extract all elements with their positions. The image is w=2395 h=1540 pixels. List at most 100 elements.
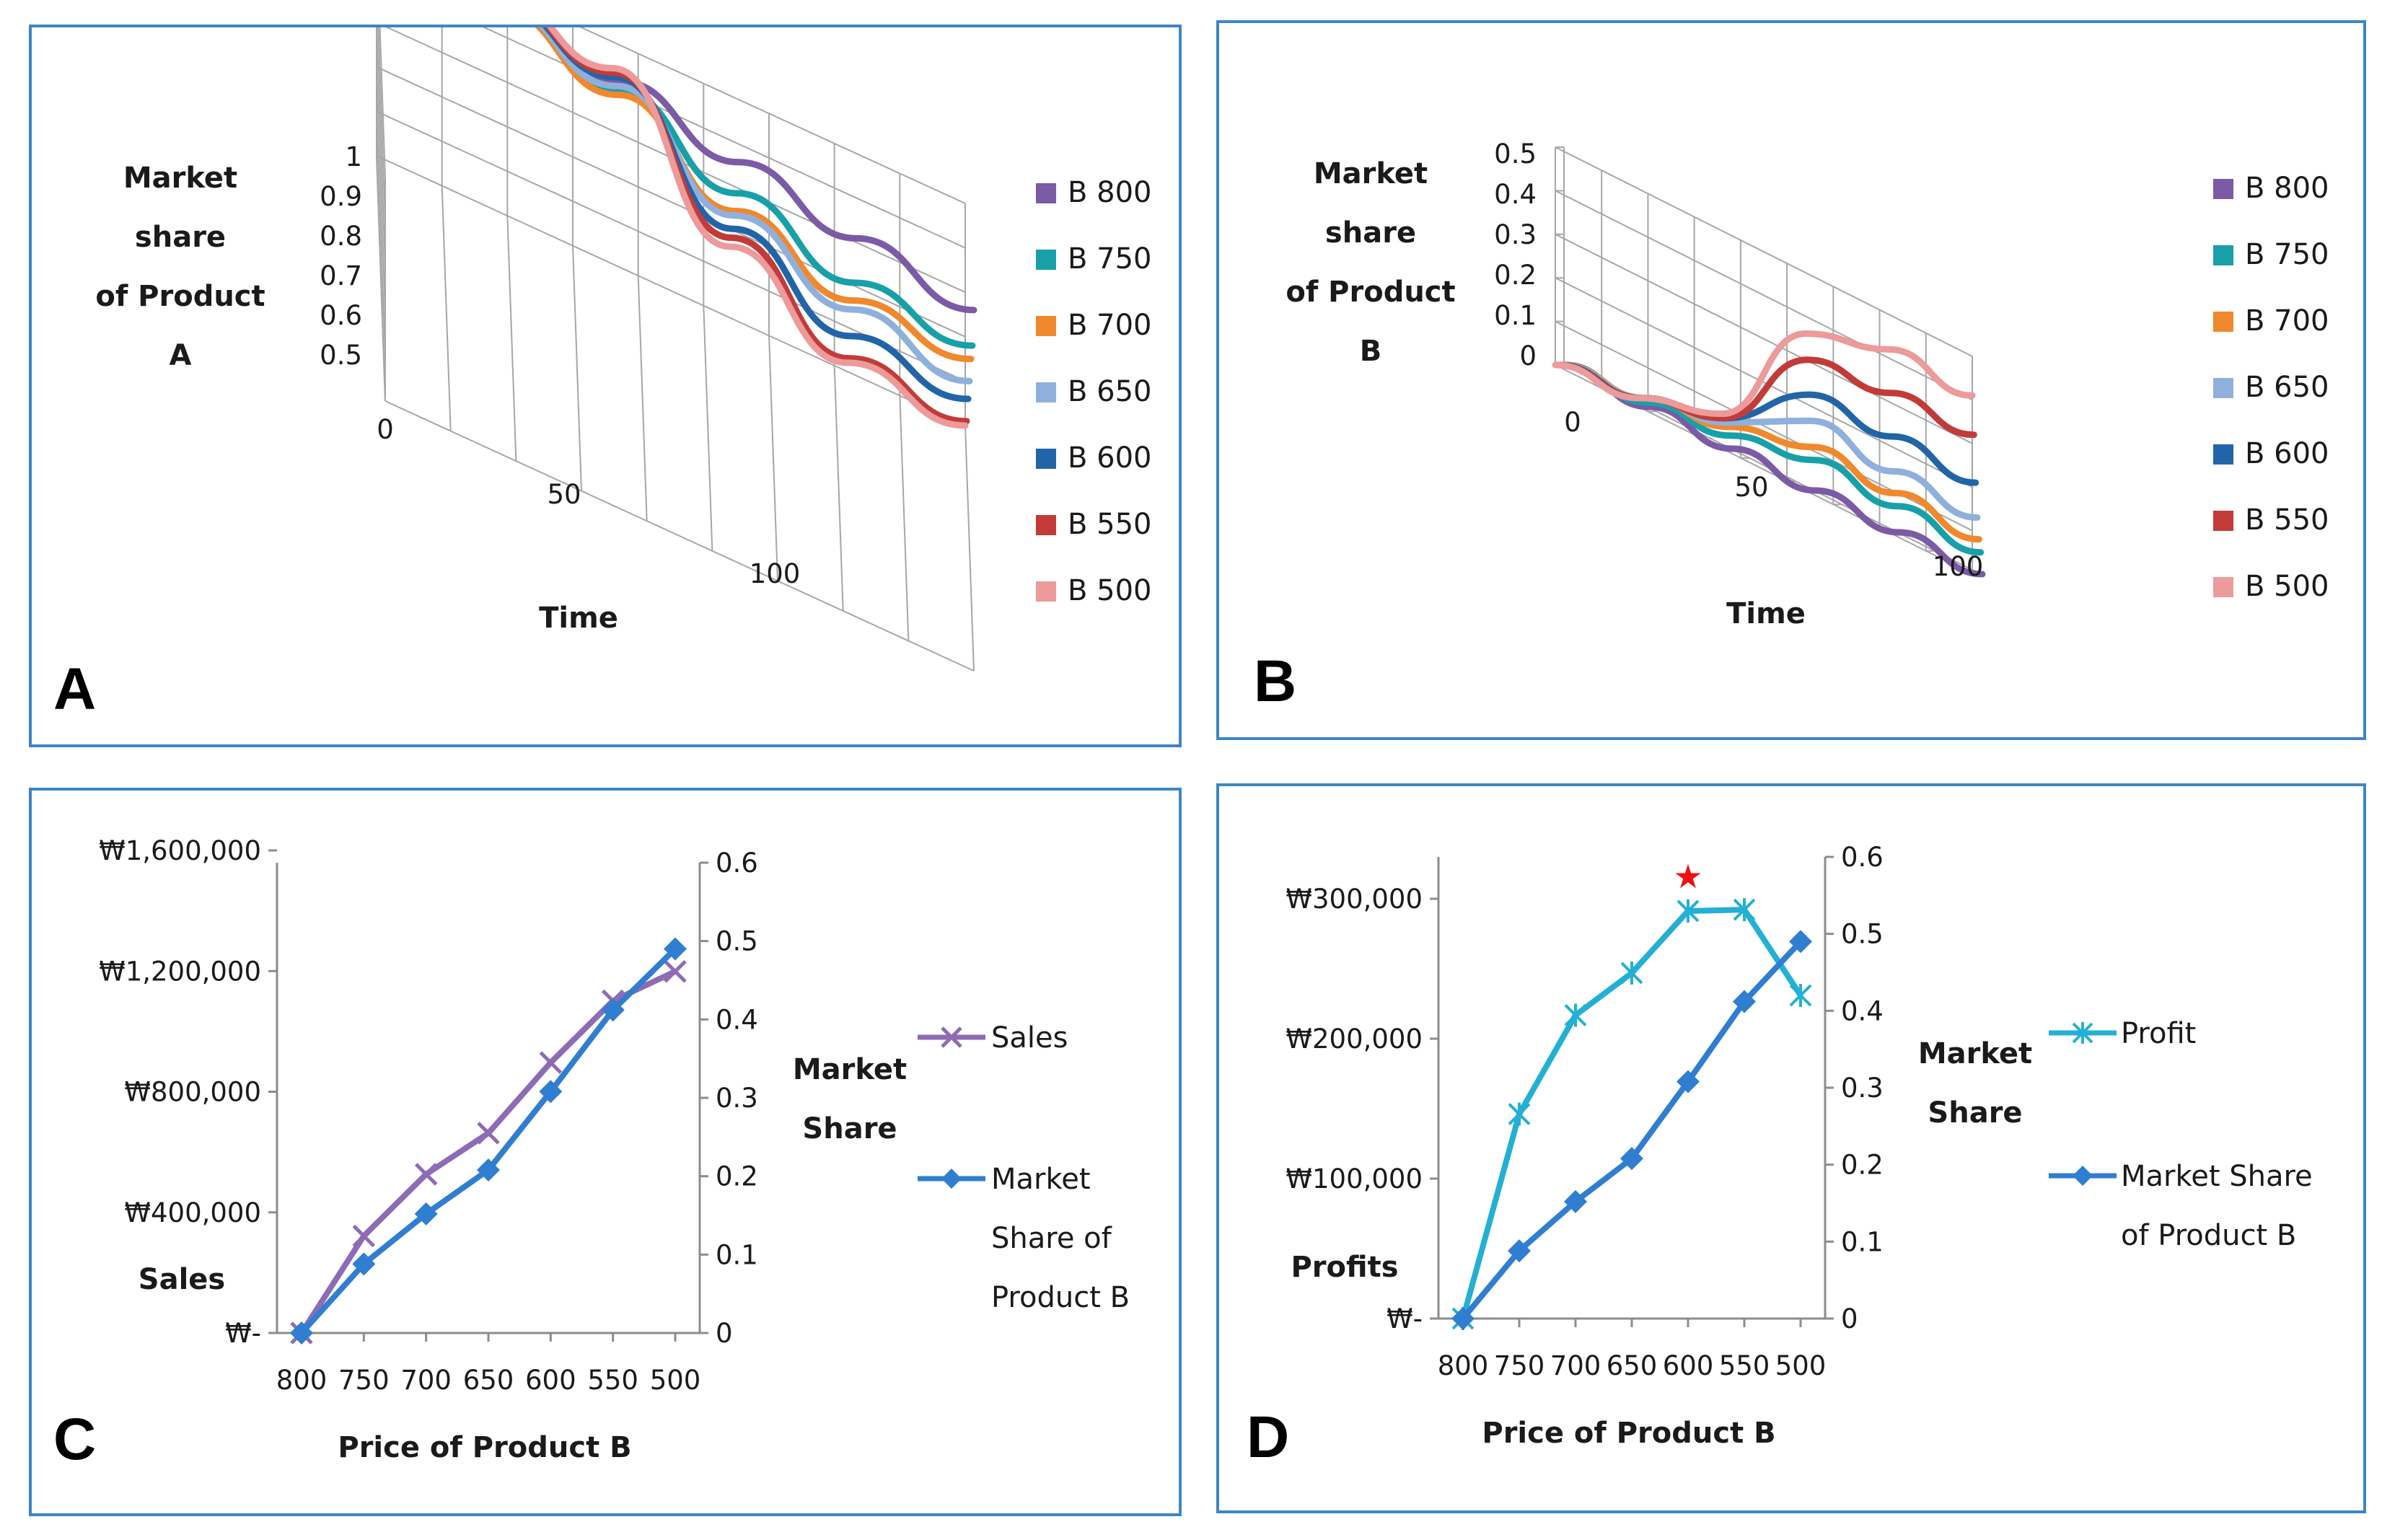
d-x-tick: 750	[1494, 1350, 1545, 1381]
c-legend-share-label: Share of	[991, 1222, 1112, 1255]
c-legend: Sales Market Share of Product B	[918, 1021, 1130, 1314]
b-grid-line	[1555, 233, 1973, 444]
d-market-share-point	[1451, 1307, 1475, 1330]
d-market-share-point	[1508, 1239, 1531, 1263]
panel-label-c: C	[53, 1407, 96, 1472]
a-legend-label: B 550	[1068, 508, 1152, 541]
c-legend-share-label: Market	[991, 1163, 1091, 1196]
c-x-tick: 500	[650, 1365, 701, 1396]
c-left-tick: ₩800,000	[124, 1077, 261, 1108]
a-floor-line	[833, 365, 844, 611]
c-market-share-point	[477, 1158, 500, 1182]
a-y-tick: 0.6	[320, 300, 362, 331]
a-grid-line	[376, 111, 386, 357]
a-legend-swatch	[1036, 250, 1056, 270]
d-right-tick: 0	[1841, 1303, 1858, 1334]
b-y-ticks: 0.5 0.4 0.3 0.2 0.1 0	[1494, 138, 1537, 371]
b-grid-line	[1555, 190, 1973, 401]
panel-b: 0.5 0.4 0.3 0.2 0.1 0 0 50 100 Market sh…	[1216, 20, 2366, 740]
d-market-share-point	[1789, 930, 1812, 954]
d-x-tick: 600	[1663, 1350, 1714, 1381]
a-legend-label: B 650	[1068, 375, 1152, 408]
d-legend-profit-label: Profit	[2121, 1017, 2196, 1050]
d-profit-point	[1508, 1102, 1531, 1126]
a-floor-line	[572, 245, 582, 491]
d-right-tick: 0.5	[1841, 919, 1884, 950]
chart-a: 1 0.9 0.8 0.7 0.6 0.5 0 50 100 Market sh…	[53, 27, 1152, 722]
a-legend-swatch	[1036, 316, 1056, 336]
a-series-line	[547, 27, 969, 429]
c-market-share-point	[601, 998, 625, 1022]
a-series-line	[542, 27, 972, 402]
a-grid-line	[379, 27, 386, 180]
a-ylabel-line: of Product	[95, 280, 265, 313]
d-x-tick: 700	[1550, 1350, 1601, 1381]
b-legend-swatch	[2213, 245, 2233, 265]
a-y-tick: 0.7	[320, 260, 362, 291]
b-grid-line	[1555, 277, 1973, 488]
a-floor-line	[441, 185, 452, 431]
d-market-share-point	[1620, 1147, 1643, 1171]
chart-c: ₩1,600,000 ₩1,200,000 ₩800,000 ₩400,000 ₩- 0.…	[53, 835, 1130, 1472]
c-left-tick: ₩400,000	[124, 1197, 261, 1228]
panel-d: ₩300,000 ₩200,000 ₩100,000 ₩- 0.6 0.5 0.4 0.3 0.…	[1216, 783, 2366, 1513]
panel-label-a: A	[53, 656, 96, 722]
a-y-ticks: 1 0.9 0.8 0.7 0.6 0.5	[320, 141, 362, 371]
c-sales-point	[539, 1051, 563, 1074]
b-grid-line	[1555, 146, 1973, 357]
b-legend-label: B 800	[2245, 172, 2329, 205]
c-market-share-point	[290, 1321, 313, 1345]
c-sales-point	[352, 1224, 376, 1248]
a-y-tick: 1	[345, 141, 362, 172]
b-legend-swatch	[2213, 312, 2233, 332]
a-grid-line	[377, 27, 386, 224]
c-sales-line	[299, 969, 677, 1335]
d-y-axis-title: Profits	[1291, 1251, 1398, 1284]
a-series-line	[545, 27, 970, 425]
d-x-tick: 500	[1775, 1350, 1827, 1381]
c-legend-sales-marker	[941, 1026, 962, 1048]
a-x-tick: 100	[750, 558, 801, 589]
c-sales-point	[477, 1122, 500, 1145]
c-left-tick: ₩1,600,000	[99, 835, 261, 866]
d-right-tick: 0.3	[1841, 1073, 1884, 1104]
d-left-tick: ₩300,000	[1286, 884, 1423, 915]
a-gridlines	[376, 27, 975, 672]
d-axes: ₩300,000 ₩200,000 ₩100,000 ₩- 0.6 0.5 0.4 0.3 0.…	[1286, 842, 1883, 1381]
b-legend-label: B 600	[2245, 437, 2329, 470]
c-right-tick: 0.3	[716, 1083, 758, 1114]
a-x-tick: 50	[547, 479, 581, 510]
a-legend-label: B 750	[1068, 242, 1152, 276]
c-x-tick: 700	[400, 1365, 452, 1396]
a-grid-line	[376, 66, 386, 312]
d-left-tick: ₩200,000	[1286, 1024, 1423, 1055]
d-market-share-point	[1676, 1070, 1700, 1094]
b-y-tick: 0.1	[1494, 300, 1537, 331]
c-right-tick: 0	[716, 1318, 733, 1349]
a-legend-label: B 800	[1068, 176, 1152, 209]
a-legend-label: B 600	[1068, 441, 1152, 475]
a-floor-line	[899, 395, 910, 641]
d-legend-profit-marker	[2072, 1022, 2093, 1044]
b-y-axis-title: Market share of Product B	[1286, 157, 1455, 368]
c-x-tick: 750	[338, 1365, 390, 1396]
d-profit-point	[1733, 898, 1756, 922]
d-left-tick: ₩100,000	[1286, 1163, 1423, 1194]
c-market-share-point	[664, 937, 687, 961]
chart-d: ₩300,000 ₩200,000 ₩100,000 ₩- 0.6 0.5 0.4 0.3 0.…	[1247, 842, 2313, 1470]
d-right-tick: 0.6	[1841, 842, 1884, 873]
b-legend-swatch	[2213, 577, 2233, 597]
b-y-tick: 0.3	[1494, 219, 1537, 250]
a-series-line	[535, 27, 975, 363]
c-x-tick: 800	[276, 1365, 328, 1396]
panel-label-b: B	[1254, 648, 1296, 714]
d-x-tick: 550	[1719, 1350, 1770, 1381]
panel-c: ₩1,600,000 ₩1,200,000 ₩800,000 ₩400,000 ₩- 0.…	[29, 788, 1182, 1516]
b-series-line	[1562, 361, 1986, 578]
c-right-tick: 0.5	[716, 926, 758, 957]
d-plot-area: ★	[1451, 858, 1812, 1330]
b-x-tick: 0	[1564, 407, 1581, 438]
a-legend-swatch	[1036, 449, 1056, 469]
c-axes: ₩1,600,000 ₩1,200,000 ₩800,000 ₩400,000 ₩- 0.…	[99, 835, 758, 1396]
d-legend: Profit Market Share of Product B	[2049, 1017, 2313, 1252]
